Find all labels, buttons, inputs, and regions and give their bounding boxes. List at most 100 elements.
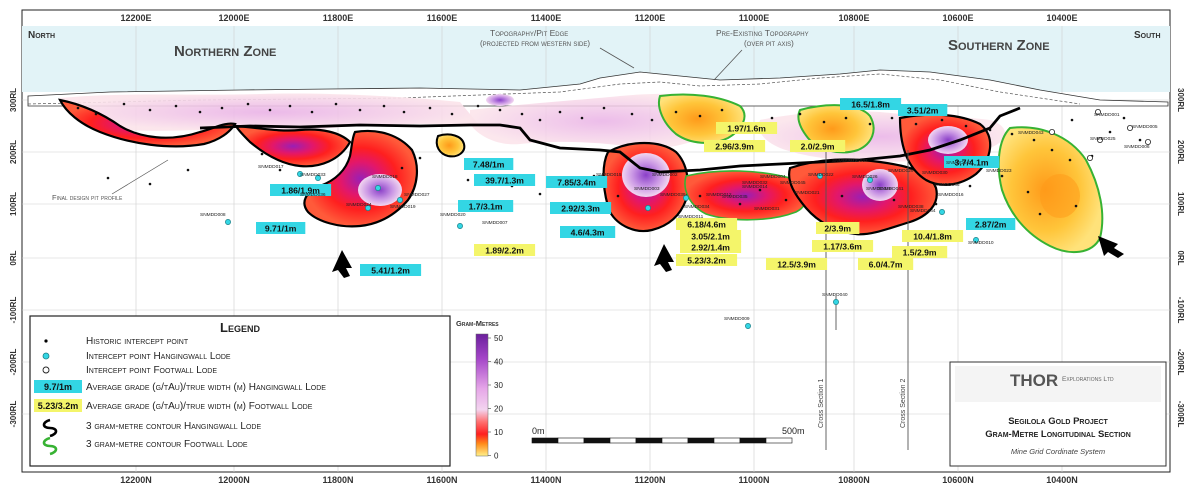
historic-intercept-point xyxy=(890,116,894,120)
hw-grade-label: 2.92/3.3m xyxy=(561,204,600,214)
legend-item-6: 3 gram-metre contour Footwall Lode xyxy=(86,439,248,450)
hw-grade-label-bg xyxy=(966,218,1016,230)
drillhole-label: SNMDD036 xyxy=(300,192,326,198)
historic-intercept-point xyxy=(1074,204,1078,208)
fw-grade-label-bg xyxy=(812,240,874,252)
rl-label-right: 100RL xyxy=(1176,192,1185,216)
fw-grade-label: 6.18/4.6m xyxy=(687,220,726,230)
drillhole-label: SNMDD042 xyxy=(946,160,972,166)
drillhole-label: SNMDD015 xyxy=(596,172,622,178)
fw-grade-label-bg xyxy=(680,230,742,242)
hw-grade-label-bg xyxy=(546,176,608,188)
northing-label: 11800N xyxy=(322,475,353,485)
cross-section-2-label: Cross Section 2 xyxy=(900,378,907,428)
historic-intercept-point xyxy=(1108,130,1112,134)
historic-intercept-point xyxy=(758,188,762,192)
scale-segment xyxy=(635,437,663,444)
historic-intercept-point xyxy=(630,112,634,116)
historic-intercept-point xyxy=(650,118,654,122)
plunge-arrow-south xyxy=(1098,236,1124,258)
north-label: North xyxy=(28,30,55,41)
drillhole-label: SNMDD021 xyxy=(794,190,820,196)
historic-intercept-point xyxy=(1010,132,1014,136)
drillhole-label: SNMDD035 xyxy=(722,194,748,200)
drillhole-label: SNMDD029 xyxy=(888,168,914,174)
topography-label-1: Topography/Pit Edge xyxy=(490,28,568,38)
drillhole-label: SNMDD013 xyxy=(832,158,858,164)
fw-grade-label: 6.0/4.7m xyxy=(869,260,903,270)
easting-labels: 12200E 12000E 11800E 11600E 11400E 11200E 1100… xyxy=(120,13,1077,23)
historic-intercept-point xyxy=(964,124,968,128)
fw-grade-label: 1.89/2.2m xyxy=(485,246,524,256)
historic-intercept-point xyxy=(538,118,542,122)
hw-contour-north-upper xyxy=(60,93,480,131)
fw-grade-label-bg xyxy=(716,122,778,134)
fw-grade-label-bg xyxy=(704,140,766,152)
plunge-arrow-north xyxy=(332,250,352,278)
hw-grade-label: 3.51/2m xyxy=(907,106,939,116)
colorbar-tick-label: 20 xyxy=(494,405,503,414)
hot-zone-south-east xyxy=(1040,174,1080,218)
drillhole-label: SNMDD034 xyxy=(684,204,710,210)
scale-left-label: 0m xyxy=(532,426,545,436)
drillhole-label: SNMDD038 xyxy=(898,204,924,210)
fw-grade-label: 2.0/2.9m xyxy=(801,142,835,152)
hw-grade-label-bg xyxy=(256,222,306,234)
fw-grade-label-bg xyxy=(902,230,964,242)
topography-label-2: (projected from western side) xyxy=(480,39,590,48)
fw-grade-label: 1.17/3.6m xyxy=(823,242,862,252)
rl-labels-right: 300RL 200RL 100RL 0RL -100RL -200RL -300RL xyxy=(1176,88,1185,427)
fw-contour-central-2 xyxy=(684,170,808,221)
historic-intercept-point xyxy=(428,106,432,110)
historic-intercept-point xyxy=(310,110,314,114)
drillhole-label: SNMDD044 xyxy=(910,208,936,214)
hw-grade-label-bg xyxy=(360,264,422,276)
northing-label: 11000N xyxy=(738,475,769,485)
drillhole-label: SNMDD018 xyxy=(372,174,398,180)
drillhole-label: SNMDD002 xyxy=(652,172,678,178)
footwall-intercept-point xyxy=(1097,136,1104,143)
historic-intercept-point xyxy=(198,110,202,114)
historic-intercept-point xyxy=(450,112,454,116)
hw-grade-label: 4.6/4.3m xyxy=(571,228,605,238)
fw-grade-label: 5.23/3.2m xyxy=(687,256,726,266)
historic-intercept-point xyxy=(268,108,272,112)
drillhole-label: SNMDD010 xyxy=(968,240,994,246)
hangingwall-intercept-point xyxy=(315,175,321,181)
historic-intercept-point xyxy=(914,122,918,126)
historic-intercept-point xyxy=(1050,148,1054,152)
historic-intercept-point xyxy=(400,166,404,170)
hw-grade-label: 39.7/1.3m xyxy=(485,176,524,186)
northing-label: 11200N xyxy=(634,475,665,485)
legend-item-0: Historic intercept point xyxy=(86,336,189,347)
hot-zone-north-top xyxy=(486,94,514,106)
scale-segments xyxy=(531,437,793,444)
drillhole-label: SNMDD009 xyxy=(724,316,750,322)
drillhole-label: SNMDD040 xyxy=(822,292,848,298)
legend-title: Legend xyxy=(220,320,260,335)
project-title: Segilola Gold Project xyxy=(1008,416,1108,427)
hangingwall-intercept-point xyxy=(225,219,231,225)
hw-contour-north-4 xyxy=(435,133,466,158)
hangingwall-intercept-point xyxy=(375,185,381,191)
drillhole-label: SNMDD033 xyxy=(300,172,326,178)
hangingwall-intercept-point xyxy=(745,323,751,329)
historic-intercept-point xyxy=(1068,158,1072,162)
historic-intercept-point xyxy=(466,178,470,182)
historic-intercept-point xyxy=(822,120,826,124)
hw-grade-label: 3.7/4.1m xyxy=(955,158,989,168)
rl-labels-left: 300RL 200RL 100RL 0RL -100RL -200RL -300RL xyxy=(9,88,18,427)
historic-intercept-point xyxy=(94,112,98,116)
hw-grade-label-bg xyxy=(944,156,1000,168)
rl-label-right: 300RL xyxy=(1176,88,1185,112)
footwall-intercept-point xyxy=(1095,109,1102,116)
fw-grade-label: 2/3.9m xyxy=(824,224,851,234)
historic-intercept-point xyxy=(988,128,992,132)
fw-grade-label: 12.5/3.9m xyxy=(777,260,816,270)
historic-intercept-point xyxy=(382,104,386,108)
hw-grade-label: 2.87/2m xyxy=(975,220,1007,230)
historic-intercept-point xyxy=(1070,118,1074,122)
hangingwall-grade-labels: 16.5/1.8m 3.51/2m 3.7/4.1m 7.48/1m 39.7/1.3m… xyxy=(256,98,1016,276)
scale-segment xyxy=(713,437,741,444)
